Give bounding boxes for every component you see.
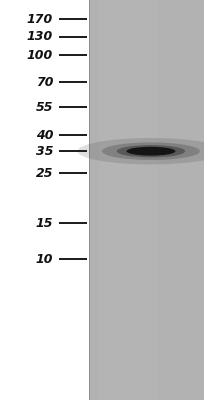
Text: 100: 100	[27, 49, 53, 62]
Text: 25: 25	[35, 167, 53, 180]
Bar	[99, 0, 157, 400]
Ellipse shape	[117, 145, 185, 157]
Text: 40: 40	[35, 129, 53, 142]
Ellipse shape	[126, 147, 175, 156]
Text: 35: 35	[35, 145, 53, 158]
Text: 130: 130	[27, 30, 53, 43]
Text: 170: 170	[27, 13, 53, 26]
Text: 15: 15	[35, 217, 53, 230]
Bar	[89, 0, 204, 400]
Text: 10: 10	[35, 253, 53, 266]
Ellipse shape	[102, 142, 200, 160]
Ellipse shape	[78, 138, 204, 164]
Text: 55: 55	[35, 101, 53, 114]
Text: 70: 70	[35, 76, 53, 88]
